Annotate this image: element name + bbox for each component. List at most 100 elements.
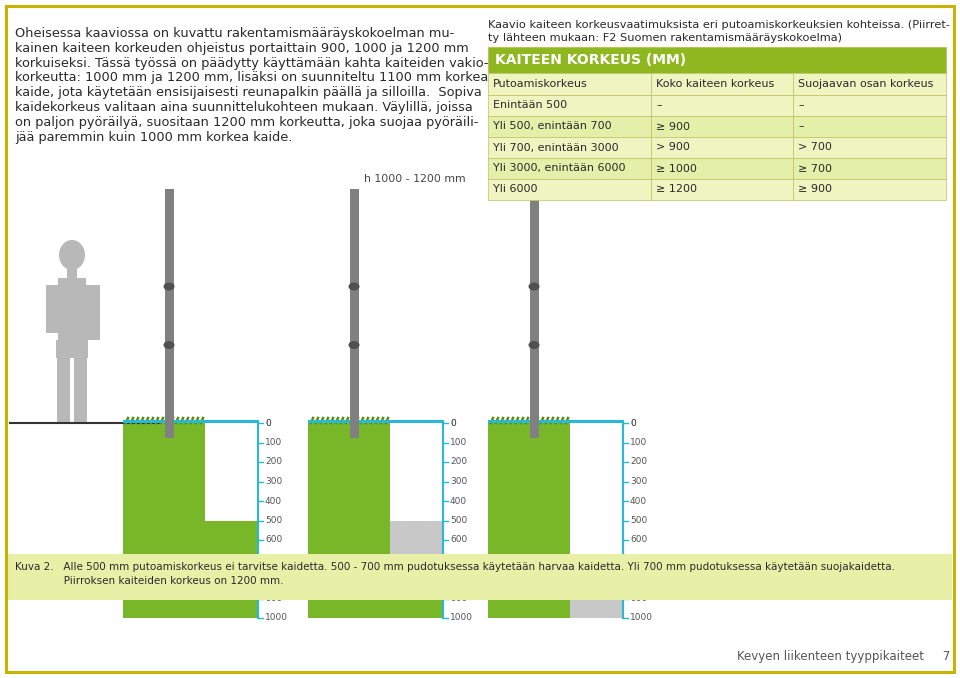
Text: Suojaavan osan korkeus: Suojaavan osan korkeus — [798, 79, 933, 89]
Text: h 1000 - 1200 mm: h 1000 - 1200 mm — [544, 174, 646, 184]
Text: Kevyen liikenteen tyyppikaiteet     7: Kevyen liikenteen tyyppikaiteet 7 — [736, 650, 950, 663]
Text: 300: 300 — [265, 477, 282, 486]
Text: 200: 200 — [265, 458, 282, 466]
Bar — [488, 420, 622, 423]
Bar — [793, 95, 946, 116]
Bar — [488, 179, 651, 200]
Text: 900: 900 — [630, 594, 647, 603]
Text: 1000: 1000 — [630, 614, 653, 622]
Text: 300: 300 — [450, 477, 468, 486]
Text: 0: 0 — [450, 418, 456, 428]
Bar — [488, 116, 651, 137]
Bar — [651, 179, 793, 200]
Text: 100: 100 — [630, 438, 647, 447]
Bar — [793, 158, 946, 179]
Bar — [74, 355, 87, 423]
Text: 0: 0 — [450, 418, 456, 428]
Text: kainen kaiteen korkeuden ohjeistus portaittain 900, 1000 ja 1200 mm: kainen kaiteen korkeuden ohjeistus porta… — [15, 42, 468, 55]
Text: –: – — [656, 100, 661, 111]
Ellipse shape — [529, 341, 540, 349]
Text: ≥ 900: ≥ 900 — [656, 121, 690, 132]
Text: korkeutta: 1000 mm ja 1200 mm, lisäksi on suunniteltu 1100 mm korkea: korkeutta: 1000 mm ja 1200 mm, lisäksi o… — [15, 71, 489, 84]
Ellipse shape — [529, 283, 540, 290]
Text: h 1000 - 1200 mm: h 1000 - 1200 mm — [364, 174, 466, 184]
Text: 400: 400 — [265, 496, 282, 506]
Bar — [488, 73, 651, 95]
Bar — [488, 95, 651, 116]
Text: 100: 100 — [450, 438, 468, 447]
Text: Yli 3000, enintään 6000: Yli 3000, enintään 6000 — [493, 163, 626, 174]
Bar — [651, 137, 793, 158]
Text: Piirroksen kaiteiden korkeus on 1200 mm.: Piirroksen kaiteiden korkeus on 1200 mm. — [15, 576, 283, 586]
Bar — [793, 116, 946, 137]
Bar — [56, 340, 88, 358]
Bar — [86, 285, 100, 340]
Text: > 700: > 700 — [798, 142, 832, 153]
Bar — [530, 189, 539, 438]
Bar — [58, 278, 86, 343]
Bar — [123, 423, 257, 618]
Bar — [46, 285, 58, 333]
Text: 1000: 1000 — [450, 614, 473, 622]
Ellipse shape — [59, 240, 85, 270]
Bar — [488, 137, 651, 158]
Text: 500: 500 — [450, 516, 468, 525]
Text: ≥ 1000: ≥ 1000 — [656, 163, 697, 174]
Text: Kuva 2.   Alle 500 mm putoamiskorkeus ei tarvitse kaidetta. 500 - 700 mm pudotuk: Kuva 2. Alle 500 mm putoamiskorkeus ei t… — [15, 562, 895, 572]
Bar — [67, 268, 77, 280]
Bar — [123, 420, 257, 423]
Text: 800: 800 — [265, 574, 282, 584]
Bar — [390, 423, 442, 521]
Text: –: – — [798, 121, 804, 132]
Bar — [350, 189, 359, 438]
Bar — [651, 73, 793, 95]
Text: 800: 800 — [450, 574, 468, 584]
Text: Kaavio kaiteen korkeusvaatimuksista eri putoamiskorkeuksien kohteissa. (Piirret-: Kaavio kaiteen korkeusvaatimuksista eri … — [488, 20, 950, 30]
Bar — [570, 559, 622, 618]
Text: kaide, jota käytetään ensisijaisesti reunapalkin päällä ja silloilla.  Sopiva: kaide, jota käytetään ensisijaisesti reu… — [15, 86, 482, 99]
Bar — [488, 47, 946, 73]
Bar — [308, 423, 442, 618]
Text: 900: 900 — [265, 594, 282, 603]
Bar — [165, 189, 174, 438]
Text: –: – — [798, 100, 804, 111]
Text: ty lähteen mukaan: F2 Suomen rakentamismääräyskokoelma): ty lähteen mukaan: F2 Suomen rakentamism… — [488, 33, 842, 43]
Text: 900: 900 — [450, 594, 468, 603]
Text: ≥ 700: ≥ 700 — [798, 163, 832, 174]
Bar — [793, 73, 946, 95]
Text: KAITEEN KORKEUS (MM): KAITEEN KORKEUS (MM) — [495, 53, 686, 67]
Text: Yli 700, enintään 3000: Yli 700, enintään 3000 — [493, 142, 618, 153]
Bar — [390, 521, 442, 559]
Text: Yli 500, enintään 700: Yli 500, enintään 700 — [493, 121, 612, 132]
Text: 400: 400 — [450, 496, 468, 506]
Bar — [308, 420, 442, 423]
Text: Oheisessa kaaviossa on kuvattu rakentamismääräyskokoelman mu-: Oheisessa kaaviossa on kuvattu rakentami… — [15, 27, 454, 40]
Bar — [8, 330, 952, 600]
Ellipse shape — [348, 341, 359, 349]
Text: 0: 0 — [265, 418, 271, 428]
Text: 1000: 1000 — [265, 614, 288, 622]
Text: Enintään 500: Enintään 500 — [493, 100, 567, 111]
Text: korkuiseksi. Tässä työssä on päädytty käyttämään kahta kaiteiden vakio-: korkuiseksi. Tässä työssä on päädytty kä… — [15, 56, 489, 70]
Bar — [651, 158, 793, 179]
Text: 200: 200 — [450, 458, 468, 466]
Text: Koko kaiteen korkeus: Koko kaiteen korkeus — [656, 79, 775, 89]
Bar — [57, 345, 70, 423]
Text: jää paremmin kuin 1000 mm korkea kaide.: jää paremmin kuin 1000 mm korkea kaide. — [15, 131, 293, 144]
Bar — [205, 423, 257, 521]
Bar — [651, 95, 793, 116]
Bar — [651, 116, 793, 137]
Text: Putoamiskorkeus: Putoamiskorkeus — [493, 79, 588, 89]
Text: 500: 500 — [265, 516, 282, 525]
Ellipse shape — [163, 341, 175, 349]
Text: 300: 300 — [630, 477, 647, 486]
Text: 700: 700 — [630, 555, 647, 564]
Text: ≥ 900: ≥ 900 — [798, 184, 832, 195]
Text: ≥ 1200: ≥ 1200 — [656, 184, 697, 195]
Bar — [793, 179, 946, 200]
Bar — [488, 158, 651, 179]
Text: 500: 500 — [630, 516, 647, 525]
Text: on paljon pyöräilyä, suositaan 1200 mm korkeutta, joka suojaa pyöräili-: on paljon pyöräilyä, suositaan 1200 mm k… — [15, 116, 478, 129]
Ellipse shape — [348, 283, 359, 290]
Text: 0: 0 — [630, 418, 636, 428]
